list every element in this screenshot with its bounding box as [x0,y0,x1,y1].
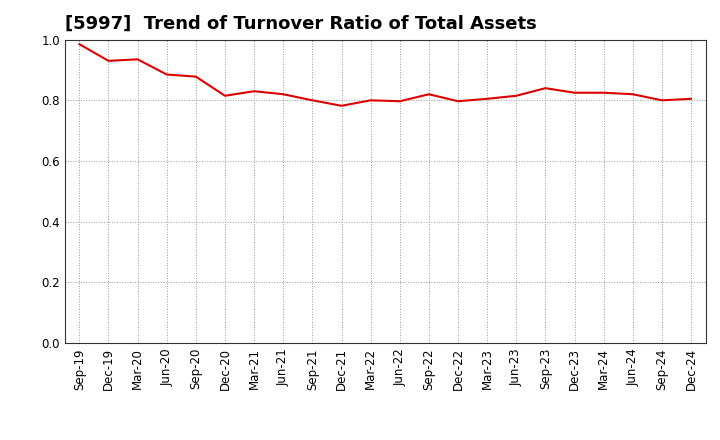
Text: [5997]  Trend of Turnover Ratio of Total Assets: [5997] Trend of Turnover Ratio of Total … [65,15,536,33]
